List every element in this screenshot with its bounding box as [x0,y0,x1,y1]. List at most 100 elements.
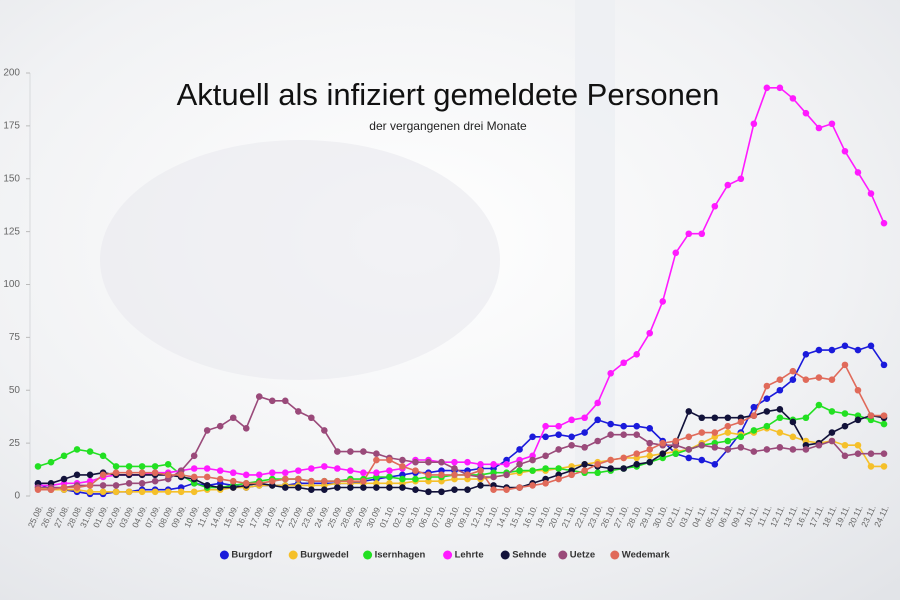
legend: Burgdorf Burgwedel Isernhagen Lehrte Sehnde U… [219,550,671,561]
data-point [138,480,146,487]
data-point [841,441,849,449]
data-point [555,465,562,472]
data-point [828,376,836,383]
data-point [412,486,419,493]
data-point [177,488,185,496]
data-point [737,444,745,451]
data-point [555,431,562,438]
data-point [321,463,328,470]
data-point [203,465,211,472]
data-point [841,361,849,369]
data-point [360,484,367,491]
data-point [529,482,536,489]
data-point [112,482,120,489]
data-point [451,486,458,493]
data-point [880,412,888,419]
data-point [295,408,302,415]
data-point [86,471,94,479]
data-point [763,395,771,403]
data-point [581,414,588,422]
y-tick-label: 25 [9,438,21,449]
data-point [776,414,784,422]
data-point [750,412,758,419]
data-point [867,412,875,419]
data-point [190,465,198,472]
data-point [229,477,237,485]
data-point [73,471,81,479]
data-point [633,431,641,438]
data-point [73,446,81,453]
data-point [268,477,276,485]
data-point [633,422,641,430]
data-point [737,433,745,441]
legend-marker [610,550,620,560]
data-point [203,427,211,434]
data-point [60,475,68,483]
data-point [594,416,601,424]
y-tick-label: 125 [3,226,20,237]
data-point [568,471,575,479]
data-point [711,429,719,436]
data-point [216,467,224,474]
data-point [334,477,341,485]
data-point [347,467,354,474]
data-point [607,420,614,428]
data-point [334,484,341,491]
data-point [477,473,484,481]
data-point [776,84,784,92]
data-point [620,422,627,430]
data-point [229,469,237,477]
data-point [841,410,849,417]
data-point [789,376,797,383]
data-point [151,463,159,470]
data-point [281,475,289,483]
legend-marker [500,550,510,560]
data-point [620,454,627,462]
data-point [854,169,862,176]
data-point [138,463,146,470]
data-point [334,448,341,455]
background-shape [100,140,500,380]
legend-marker [443,550,453,560]
chart-subtitle: der vergangenen drei Monate [369,119,527,133]
data-point [542,433,549,441]
data-point [659,298,667,305]
legend-label: Lehrte [455,550,484,561]
legend-label: Isernhagen [375,550,426,561]
data-point [763,382,771,390]
data-point [242,425,250,432]
data-point [386,467,393,474]
data-point [281,469,289,477]
data-point [646,425,654,432]
data-point [125,480,133,487]
data-point [711,414,719,422]
data-point [646,458,654,466]
data-point [190,488,198,496]
data-point [60,484,68,491]
data-point [698,429,706,436]
data-point [451,465,458,472]
data-point [308,465,315,472]
data-point [112,469,120,477]
data-point [203,482,211,489]
data-point [854,346,862,354]
data-point [373,450,380,458]
data-point [750,403,758,411]
data-point [164,460,172,468]
y-tick-label: 150 [3,173,20,184]
legend-label: Wedemark [622,550,671,561]
data-point [477,467,484,474]
data-point [867,342,875,350]
data-point [581,467,588,474]
data-point [789,433,797,441]
data-point [841,452,849,460]
data-point [99,482,107,489]
data-point [477,460,484,468]
data-point [646,329,654,337]
data-point [841,342,849,350]
data-point [815,374,823,381]
data-point [763,446,771,453]
data-point [854,450,862,458]
data-point [529,467,536,474]
data-point [373,469,380,477]
